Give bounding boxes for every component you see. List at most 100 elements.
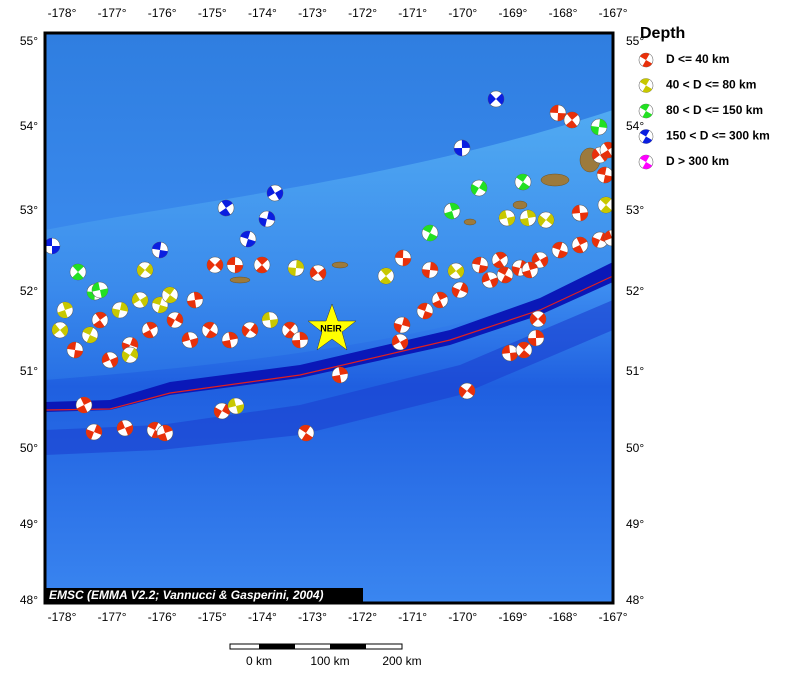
lon-label: -176° (148, 610, 177, 624)
focal-mechanism (151, 241, 169, 259)
ball-quad (452, 282, 468, 298)
ball-quad (167, 312, 183, 328)
focal-mechanism (470, 179, 488, 197)
scale-label: 0 km (246, 654, 272, 668)
ball-quad (283, 322, 297, 338)
ball-quad (112, 302, 128, 318)
lon-label: -170° (448, 6, 477, 20)
ball-quad (591, 119, 607, 135)
lat-label: 50° (626, 441, 644, 455)
focal-mechanism (458, 382, 476, 400)
focal-mechanism (297, 424, 315, 442)
legend-label: 40 < D <= 80 km (666, 78, 756, 92)
lat-label: 51° (20, 364, 38, 378)
lat-label: 55° (20, 34, 38, 48)
focal-mechanism (638, 52, 654, 68)
ball-quad (517, 342, 531, 358)
ball-quad (222, 332, 238, 348)
lon-label: -176° (148, 6, 177, 20)
focal-mechanism (226, 256, 244, 274)
lon-label: -177° (98, 6, 127, 20)
lon-label: -178° (48, 610, 77, 624)
focal-mechanism (309, 264, 327, 282)
lat-label: 53° (20, 203, 38, 217)
ball-quad (142, 322, 158, 338)
focal-mechanism (638, 129, 654, 144)
epicenter-label: NEIR (320, 323, 342, 333)
ball-quad (499, 210, 515, 226)
axes: -178° -178° -177° -177° -176° -176° -175° -175°… (20, 6, 645, 624)
focal-mechanism (394, 249, 412, 267)
lon-label: -168° (549, 6, 578, 20)
lat-label: 53° (626, 203, 644, 217)
ball-quad (516, 174, 530, 190)
ball-quad (228, 398, 244, 414)
ball-quad (214, 404, 230, 418)
lon-label: -171° (398, 610, 427, 624)
ball-quad (256, 257, 268, 273)
ball-quad (67, 342, 83, 358)
ball-quad (639, 104, 653, 118)
ball-quad (310, 266, 326, 280)
ball-quad (102, 352, 118, 368)
focal-mechanism (217, 199, 235, 217)
ball-quad (572, 205, 588, 221)
focal-mechanism (51, 321, 69, 339)
ball-quad (639, 129, 653, 144)
focal-mechanism (227, 397, 245, 415)
focal-mechanism (69, 263, 87, 281)
focal-mechanism (201, 321, 219, 339)
lat-label: 50° (20, 441, 38, 455)
focal-mechanism (266, 184, 284, 202)
ball-quad (550, 105, 566, 121)
focal-mechanism (638, 154, 654, 170)
ball-quad (600, 197, 612, 213)
focal-mechanism (563, 111, 581, 129)
lat-label: 54° (20, 119, 38, 133)
ball-quad (502, 345, 518, 361)
focal-mechanism (75, 396, 93, 414)
focal-mechanism (91, 311, 109, 329)
focal-mechanism (471, 256, 489, 274)
focal-mechanism (515, 341, 533, 359)
lon-label: -175° (198, 610, 227, 624)
focal-mechanism (597, 196, 613, 214)
focal-mechanism (116, 419, 134, 437)
lon-label: -173° (298, 610, 327, 624)
ball-quad (137, 263, 153, 277)
ball-quad (86, 424, 102, 440)
focal-mechanism (291, 331, 309, 349)
ball-quad (57, 302, 73, 318)
ball-quad (472, 257, 488, 273)
ball-quad (288, 260, 304, 276)
ball-quad (240, 231, 256, 247)
ball-quad (292, 332, 308, 348)
focal-mechanism (253, 256, 271, 274)
ball-quad (552, 242, 568, 258)
ball-quad (52, 323, 68, 337)
ball-quad (512, 260, 528, 276)
ball-quad (82, 327, 98, 343)
legend-title: Depth (640, 25, 685, 42)
ball-quad (92, 282, 108, 298)
credit: EMSC (EMMA V2.2; Vannucci & Gasperini, 2… (49, 588, 324, 602)
lon-label: -172° (348, 6, 377, 20)
lon-label: -168° (549, 610, 578, 624)
ball-quad (332, 367, 348, 383)
ball-quad (488, 93, 504, 105)
credit-box (45, 588, 363, 604)
focal-mechanism (571, 236, 589, 254)
focal-mechanism (156, 424, 174, 442)
lon-label: -175° (198, 6, 227, 20)
ball-quad (639, 53, 653, 67)
ball-quad (572, 237, 588, 253)
focal-mechanism (213, 402, 231, 420)
focal-mechanism (239, 230, 257, 248)
ball-quad (639, 78, 653, 93)
focal-mechanism (451, 281, 469, 299)
focal-mechanism (537, 211, 555, 229)
ball-quad (522, 262, 538, 278)
focal-mechanism (141, 321, 159, 339)
ball-quad (422, 262, 438, 278)
focal-mechanism (121, 346, 139, 364)
